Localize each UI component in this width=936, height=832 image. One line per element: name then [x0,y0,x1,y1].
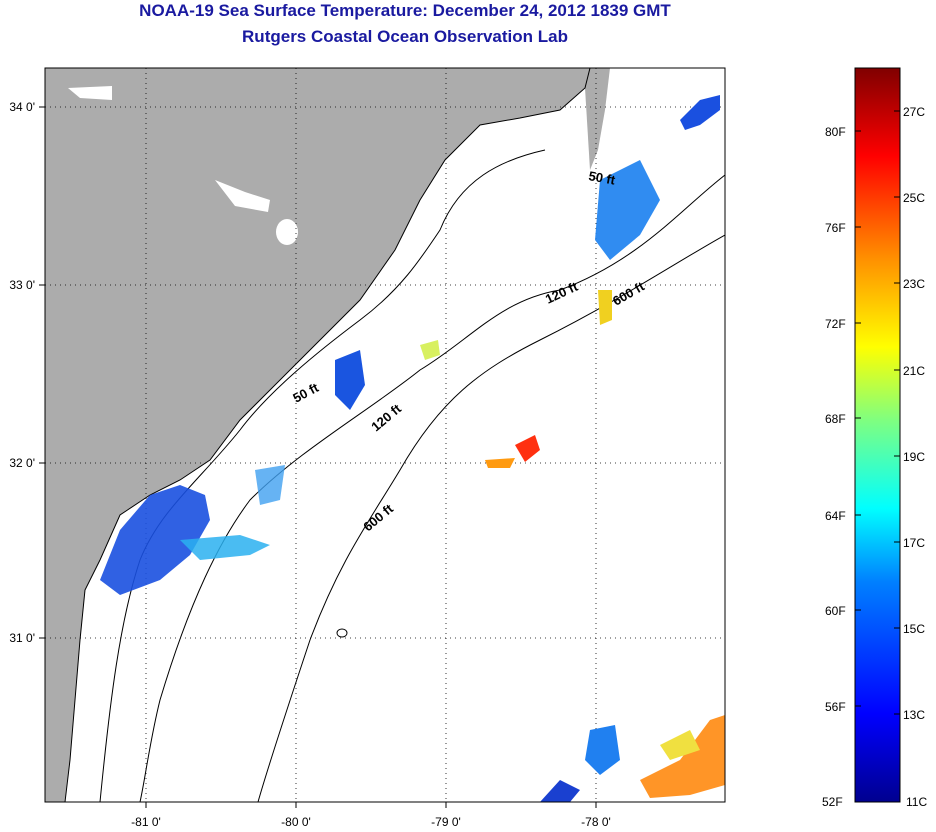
map-title: NOAA-19 Sea Surface Temperature: Decembe… [139,1,671,20]
isobath-50ft [99,149,546,802]
sst-patch [540,780,580,802]
lon-tick-label: -79 0' [431,815,461,829]
lat-tick-label: 31 0' [9,631,35,645]
lon-tick-label: -80 0' [281,815,311,829]
sst-patch [595,160,660,260]
colorbar-f-label: 76F [825,221,846,235]
colorbar-c-label: 19C [903,450,926,464]
lon-tick-label: -81 0' [131,815,161,829]
colorbar-f-label: 80F [825,125,846,139]
sst-patch [660,730,700,760]
sst-patch [515,435,540,462]
lon-tick-label: -78 0' [581,815,611,829]
colorbar-f-label: 60F [825,604,846,618]
lat-tick-label: 32 0' [9,456,35,470]
sst-patch [585,725,620,775]
colorbar-f-label: 72F [825,317,846,331]
colorbar [854,67,901,803]
sst-patch [100,485,210,595]
sst-patch [485,458,515,468]
colorbar-c-label: 13C [903,708,926,722]
land-strip-ne [585,68,610,170]
map-subtitle: Rutgers Coastal Ocean Observation Lab [242,27,568,46]
isobath-120ft [139,174,725,802]
sst-patch [180,535,270,560]
colorbar-c-label: 21C [903,364,926,378]
colorbar-f-label: 52F [822,795,843,809]
colorbar-f-label: 56F [825,700,846,714]
lat-tick-label: 34 0' [9,100,35,114]
sst-patch [420,340,440,360]
land-mass [45,68,590,802]
isobath-600ft [257,234,725,802]
colorbar-c-label: 23C [903,277,926,291]
colorbar-c-label: 17C [903,536,926,550]
coastline [64,68,591,802]
sst-patch [598,290,612,325]
colorbar-c-label: 15C [903,622,926,636]
colorbar-f-label: 64F [825,509,846,523]
lake [215,180,270,212]
sst-patch [680,95,720,130]
isobath-label: 50 ft [587,168,617,188]
lat-tick-label: 33 0' [9,278,35,292]
sst-patch [640,715,725,798]
colorbar-c-label: 11C [906,795,928,809]
sst-patch [335,350,365,410]
lake [68,86,112,100]
lake [276,219,298,245]
sst-patch [255,465,285,505]
colorbar-c-label: 27C [903,105,926,119]
colorbar-c-label: 25C [903,191,926,205]
colorbar-f-label: 68F [825,412,846,426]
